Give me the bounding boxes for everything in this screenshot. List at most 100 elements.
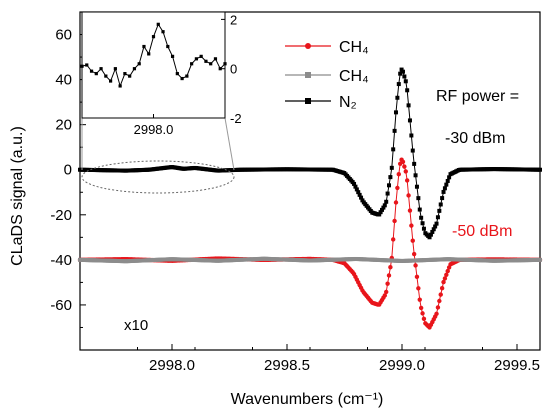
data-point	[393, 200, 399, 205]
data-point	[427, 235, 432, 240]
data-point	[384, 199, 389, 204]
inset-data-point	[213, 57, 218, 61]
annotation-scale-x10: x10	[124, 317, 148, 334]
data-point	[356, 190, 361, 195]
data-point	[409, 133, 414, 138]
data-point	[417, 207, 422, 212]
data-point	[406, 193, 411, 198]
data-point	[354, 187, 359, 192]
data-point	[406, 103, 411, 108]
data-point	[403, 79, 408, 84]
inset-data-point	[123, 72, 127, 76]
x-axis-label: Wavenumbers (cm⁻¹)	[231, 391, 384, 408]
annotation-rf-power-30: -30 dBm	[445, 130, 505, 147]
inset-data-point	[137, 62, 141, 66]
data-point	[392, 218, 397, 224]
data-point	[412, 161, 417, 166]
data-point	[431, 227, 436, 232]
zoom-connector-right	[224, 117, 235, 171]
inset-data-point	[85, 63, 89, 67]
y-tick-label: 0	[64, 162, 72, 179]
series-markers	[78, 67, 542, 240]
data-point	[353, 184, 358, 189]
data-point	[421, 316, 427, 322]
main-plot-data	[77, 67, 543, 330]
data-point	[398, 71, 403, 76]
data-point	[435, 305, 441, 310]
data-point	[393, 110, 398, 115]
series-markers	[78, 256, 542, 264]
legend-label: CH₄	[339, 68, 369, 85]
data-point	[444, 272, 449, 277]
inset-data-point	[128, 74, 132, 78]
series-line	[79, 158, 541, 329]
data-point	[407, 208, 413, 213]
data-point	[445, 268, 450, 274]
legend-item: N₂	[285, 94, 357, 111]
series-markers	[77, 157, 543, 330]
data-point	[410, 238, 415, 243]
data-point	[416, 196, 421, 201]
data-point	[392, 128, 397, 133]
data-point	[396, 171, 401, 177]
data-point	[410, 148, 415, 153]
data-point	[418, 305, 424, 311]
inset-data-point	[209, 62, 213, 66]
data-point	[405, 88, 410, 93]
x-tick-label: 2998.5	[264, 357, 310, 374]
inset-data-point	[194, 57, 198, 61]
data-point	[402, 74, 407, 79]
data-point	[420, 221, 425, 226]
data-point	[438, 292, 443, 297]
data-point	[437, 208, 442, 213]
data-point	[434, 311, 439, 316]
data-point	[377, 212, 382, 217]
data-point	[378, 210, 383, 215]
data-point	[360, 198, 365, 203]
data-point	[416, 286, 421, 291]
inset-data-point	[132, 67, 137, 71]
legend-label: CH₄	[339, 39, 369, 56]
inset-data-point	[89, 69, 94, 73]
data-point	[395, 95, 400, 100]
data-point	[442, 186, 447, 191]
data-point	[359, 195, 364, 200]
x-tick-label: 2999.0	[379, 357, 425, 374]
inset-data-point	[94, 72, 98, 76]
data-point	[396, 82, 401, 87]
data-point	[444, 182, 449, 187]
inset-y-tick-label: 2	[230, 12, 237, 27]
inset-y-tick-label: -2	[230, 111, 242, 126]
data-point	[380, 207, 385, 212]
data-point	[437, 298, 442, 304]
data-point	[400, 69, 405, 74]
data-point	[382, 293, 388, 298]
y-tick-label: 20	[55, 117, 72, 134]
inset-data-point	[166, 44, 170, 49]
data-point	[438, 202, 443, 207]
inset-data-point	[99, 67, 103, 71]
zoom-region-ellipse	[81, 160, 235, 194]
inset-data-point	[170, 54, 175, 58]
data-point	[419, 215, 424, 220]
data-point	[388, 175, 393, 180]
data-point	[389, 165, 394, 170]
data-point	[386, 183, 391, 188]
y-tick-label: -20	[50, 207, 72, 224]
data-point	[385, 281, 390, 286]
data-point	[386, 273, 392, 278]
data-point	[428, 232, 433, 237]
data-point	[442, 276, 448, 281]
data-point	[435, 215, 440, 220]
inset-data-point	[161, 30, 165, 34]
data-point	[439, 286, 445, 291]
inset-data-point	[223, 62, 227, 66]
data-point	[433, 224, 438, 229]
annotation-rf-power-label: RF power =	[436, 88, 519, 105]
data-point	[404, 178, 410, 183]
inset-y-tick-label: 0	[230, 62, 237, 77]
data-point	[390, 237, 396, 242]
data-point	[414, 274, 420, 280]
annotation-rf-power-50: -50 dBm	[452, 223, 512, 240]
